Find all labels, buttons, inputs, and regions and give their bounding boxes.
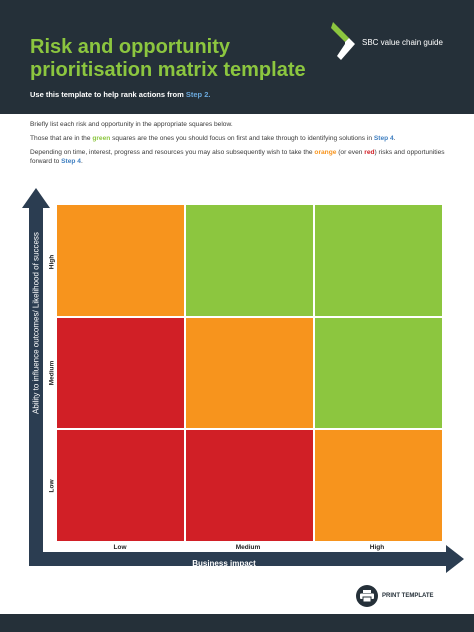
col-label-medium: Medium [235,544,261,551]
orange-word: orange [314,149,337,156]
step-2-link[interactable]: Step 2. [185,90,211,99]
brand-name: SBC value chain guide [362,38,443,47]
row-label-high: High [48,254,56,270]
intro-paragraph-2: Those that are in the green squares are … [30,134,450,143]
page-title: Risk and opportunity prioritisation matr… [30,36,306,81]
matrix-cell[interactable] [186,430,313,541]
matrix-cell[interactable] [186,205,313,316]
y-axis-arrow [22,188,50,552]
text-span: squares are the ones you should focus on… [110,135,374,142]
row-label-medium: Medium [48,360,56,386]
printer-icon [356,585,378,607]
col-label-low: Low [113,544,127,551]
print-template-label: PRINT TEMPLATE [382,593,434,599]
step-4-link[interactable]: Step 4 [373,135,394,142]
text-span: Those that are in the [30,135,93,142]
matrix-cell[interactable] [57,430,184,541]
matrix-cell[interactable] [315,430,442,541]
text-span: . [80,158,83,165]
x-axis-label: Business impact [192,559,256,568]
header-banner: Risk and opportunity prioritisation matr… [0,0,474,114]
footer-bar [0,614,474,632]
matrix-cell[interactable] [57,317,184,429]
matrix-cell[interactable] [186,317,313,429]
y-axis-label: Ability to influence outcomes/ Likelihoo… [31,232,41,414]
red-word: red [364,149,375,156]
text-span: . [393,135,396,142]
x-axis-arrow [29,545,464,573]
prioritisation-matrix [57,205,442,541]
col-label-high: High [369,544,385,551]
green-word: green [92,135,111,142]
page-subtitle: Use this template to help rank actions f… [30,90,210,99]
intro-text: Briefly list each risk and opportunity i… [30,120,450,171]
text-span: ) risks and opportunities forward to [30,149,445,165]
matrix-cell[interactable] [315,205,442,316]
intro-paragraph-3: Depending on time, interest, progress an… [30,148,450,166]
matrix-cell[interactable] [57,205,184,316]
subtitle-text: Use this template to help rank actions f… [30,90,186,99]
step-4-link[interactable]: Step 4 [61,158,81,165]
matrix-cell[interactable] [315,317,442,429]
print-template-button[interactable]: PRINT TEMPLATE [356,585,434,607]
row-label-low: Low [48,479,56,493]
text-span: (or even [336,149,365,156]
text-span: Depending on time, interest, progress an… [30,149,315,156]
intro-paragraph-1: Briefly list each risk and opportunity i… [30,121,233,128]
sbc-chevron-logo-icon [331,22,355,60]
